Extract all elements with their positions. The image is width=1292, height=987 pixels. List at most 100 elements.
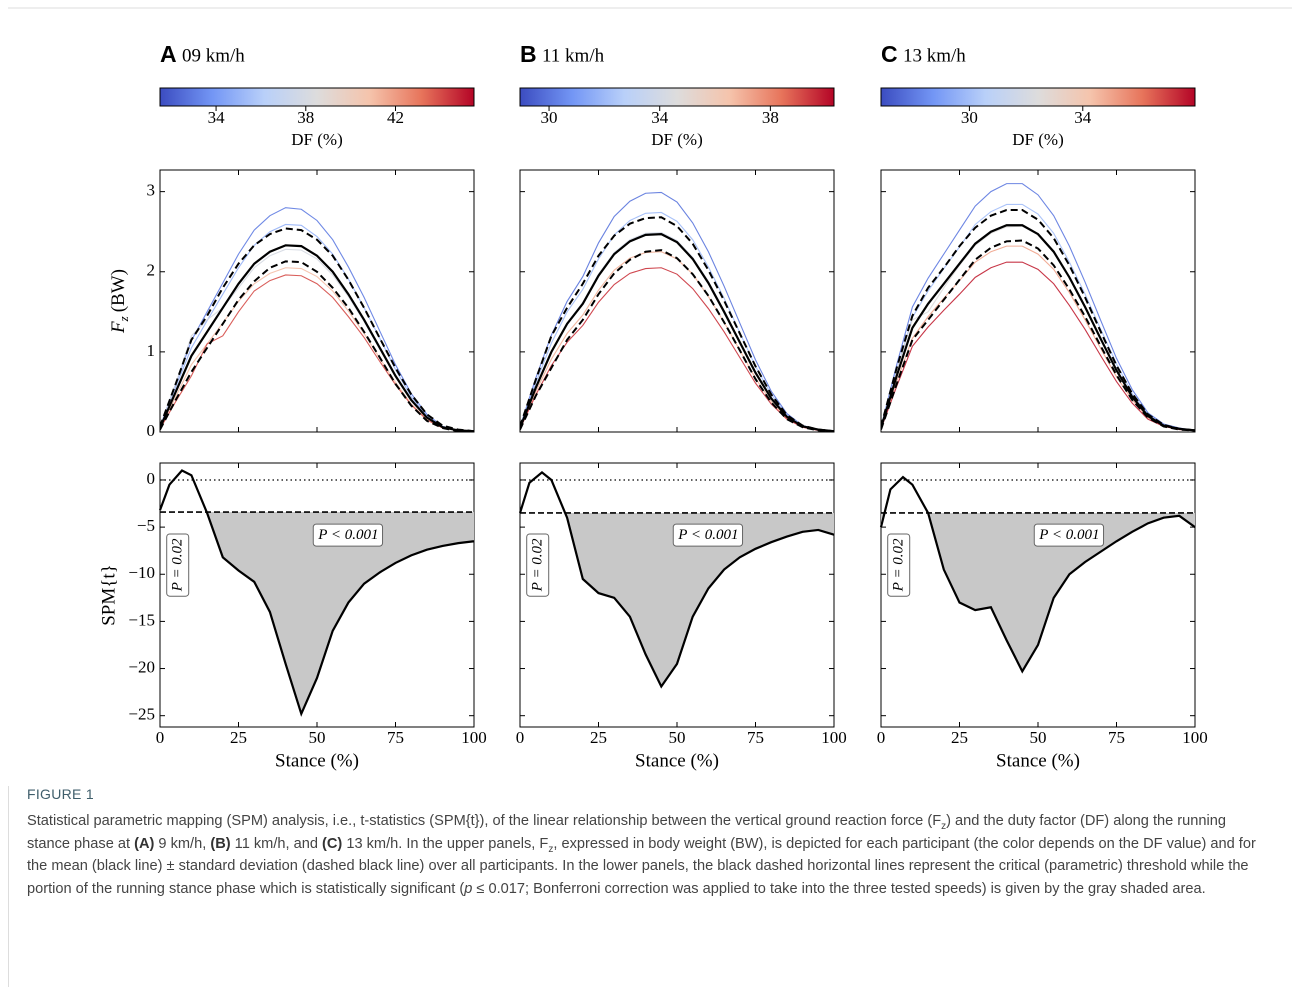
participant-line: [881, 225, 1195, 431]
plot-area: [880, 169, 1196, 433]
spm-lines: P = 0.02 P < 0.001: [158, 469, 475, 717]
x-tick-label: 25: [590, 728, 607, 747]
y-axis-label-unit: (BW): [108, 269, 129, 312]
participant-line: [520, 231, 834, 432]
x-tick-label: 100: [821, 728, 847, 747]
spm-lines: P = 0.02 P < 0.001: [879, 475, 1196, 674]
y-axis-label: Fz (BW): [108, 269, 131, 334]
spm-line: [879, 475, 1196, 674]
sd-upper-line: [520, 216, 834, 432]
x-tick-label: 0: [156, 728, 165, 747]
participant-line: [881, 261, 1195, 431]
caption-segment: z: [941, 820, 947, 832]
panel: A 09 km/h 34 38 42 DF (%) 0 1 2 3 Fz (BW) 0 −5 −10 −15 −…: [98, 41, 486, 771]
annotation: P = 0.02: [526, 533, 550, 597]
colorbar: [880, 87, 1196, 107]
sd-lower-line: [881, 239, 1195, 432]
caption-segment: ) and the duty factor (DF) along the run…: [27, 813, 1226, 852]
y-tick-label: 0: [147, 469, 156, 488]
caption-text: Statistical parametric mapping (SPM) ana…: [27, 810, 1267, 900]
annotation-text: P < 0.001: [677, 527, 738, 543]
x-tick-label: 100: [1182, 728, 1208, 747]
caption-segment: , expressed in body weight (BW), is depi…: [27, 835, 1256, 897]
participant-line: [881, 245, 1195, 431]
caption-segment: 9 km/h,: [154, 835, 211, 852]
annotation: P < 0.001: [672, 523, 744, 547]
y-tick-label: 2: [147, 261, 156, 280]
colorbar-tick-label: 30: [541, 108, 558, 127]
y-tick-label: −10: [128, 563, 155, 582]
annotation-box: [526, 533, 550, 597]
spm-line: [518, 471, 835, 689]
annotation-text: P = 0.02: [891, 538, 907, 592]
x-tick-label: 100: [461, 728, 487, 747]
participant-line: [160, 274, 474, 432]
annotation: P = 0.02: [166, 533, 190, 597]
y-tick-label: −5: [137, 516, 155, 535]
mean-line: [881, 224, 1195, 432]
annotation-box: [672, 523, 744, 547]
panel-title: 09 km/h: [182, 45, 245, 66]
colorbar-tick-label: 30: [961, 108, 978, 127]
colorbar-tick-label: 34: [651, 108, 669, 127]
x-tick-label: 50: [669, 728, 686, 747]
x-axis-label: Stance (%): [996, 750, 1080, 771]
y-axis-label-subscript: z: [116, 316, 131, 322]
colorbar-label: DF (%): [651, 130, 702, 149]
x-axis-label: Stance (%): [635, 750, 719, 771]
force-lines: [520, 191, 834, 432]
force-lines: [881, 183, 1195, 432]
spm-lines: P = 0.02 P < 0.001: [518, 471, 835, 689]
annotation: P < 0.001: [1033, 523, 1105, 547]
caption-segment: 13 km/h. In the upper panels, F: [342, 835, 549, 852]
y-tick-label: 3: [147, 181, 156, 200]
caption-segment: Statistical parametric mapping (SPM) ana…: [27, 813, 942, 829]
x-tick-label: 25: [951, 728, 968, 747]
annotation-text: P < 0.001: [317, 527, 378, 543]
caption-segment: ≤ 0.017; Bonferroni correction was appli…: [472, 880, 1206, 897]
x-tick-label: 75: [387, 728, 404, 747]
x-tick-label: 50: [1030, 728, 1047, 747]
caption-segment: (B): [210, 835, 231, 852]
caption-segment: (C): [322, 835, 343, 852]
sd-lower-line: [160, 260, 474, 432]
colorbar-label: DF (%): [291, 130, 342, 149]
figure-label: FIGURE 1: [27, 786, 94, 802]
caption-segment: 11 km/h, and: [230, 835, 323, 852]
colorbar-tick-label: 34: [1074, 108, 1092, 127]
colorbar-tick-label: 38: [297, 108, 314, 127]
annotation-text: P = 0.02: [530, 538, 546, 592]
x-tick-label: 25: [230, 728, 247, 747]
annotation: P < 0.001: [312, 523, 384, 547]
annotation: P = 0.02: [887, 533, 911, 597]
caption-rule: [8, 786, 9, 987]
panel-label: A: [160, 41, 177, 67]
sd-upper-line: [160, 227, 474, 432]
colorbar: [159, 87, 475, 107]
sd-upper-line: [881, 209, 1195, 432]
participant-line: [881, 183, 1195, 431]
colorbar-tick-label: 34: [208, 108, 226, 127]
spm-line: [158, 469, 475, 717]
panel-title: 11 km/h: [542, 45, 605, 66]
participant-line: [160, 223, 474, 432]
annotation-box: [166, 533, 190, 597]
y-tick-label: −25: [128, 705, 155, 724]
mean-line: [160, 244, 474, 432]
annotation-text: P = 0.02: [170, 538, 186, 592]
colorbar: [519, 87, 835, 107]
caption-segment: (A): [134, 835, 155, 852]
participant-line: [160, 267, 474, 432]
panel: C 13 km/h 30 34 DF (%) 0 25 50 75 100 P = 0.02 P < …: [877, 41, 1208, 771]
x-tick-label: 75: [747, 728, 764, 747]
x-axis-label: Stance (%): [275, 750, 359, 771]
colorbar-tick-label: 38: [762, 108, 779, 127]
x-tick-label: 50: [309, 728, 326, 747]
caption-segment: p: [464, 880, 473, 897]
plot-area: [159, 169, 475, 433]
significant-area: [565, 512, 834, 687]
panel-label: B: [520, 41, 537, 67]
y-tick-label: 1: [147, 341, 156, 360]
